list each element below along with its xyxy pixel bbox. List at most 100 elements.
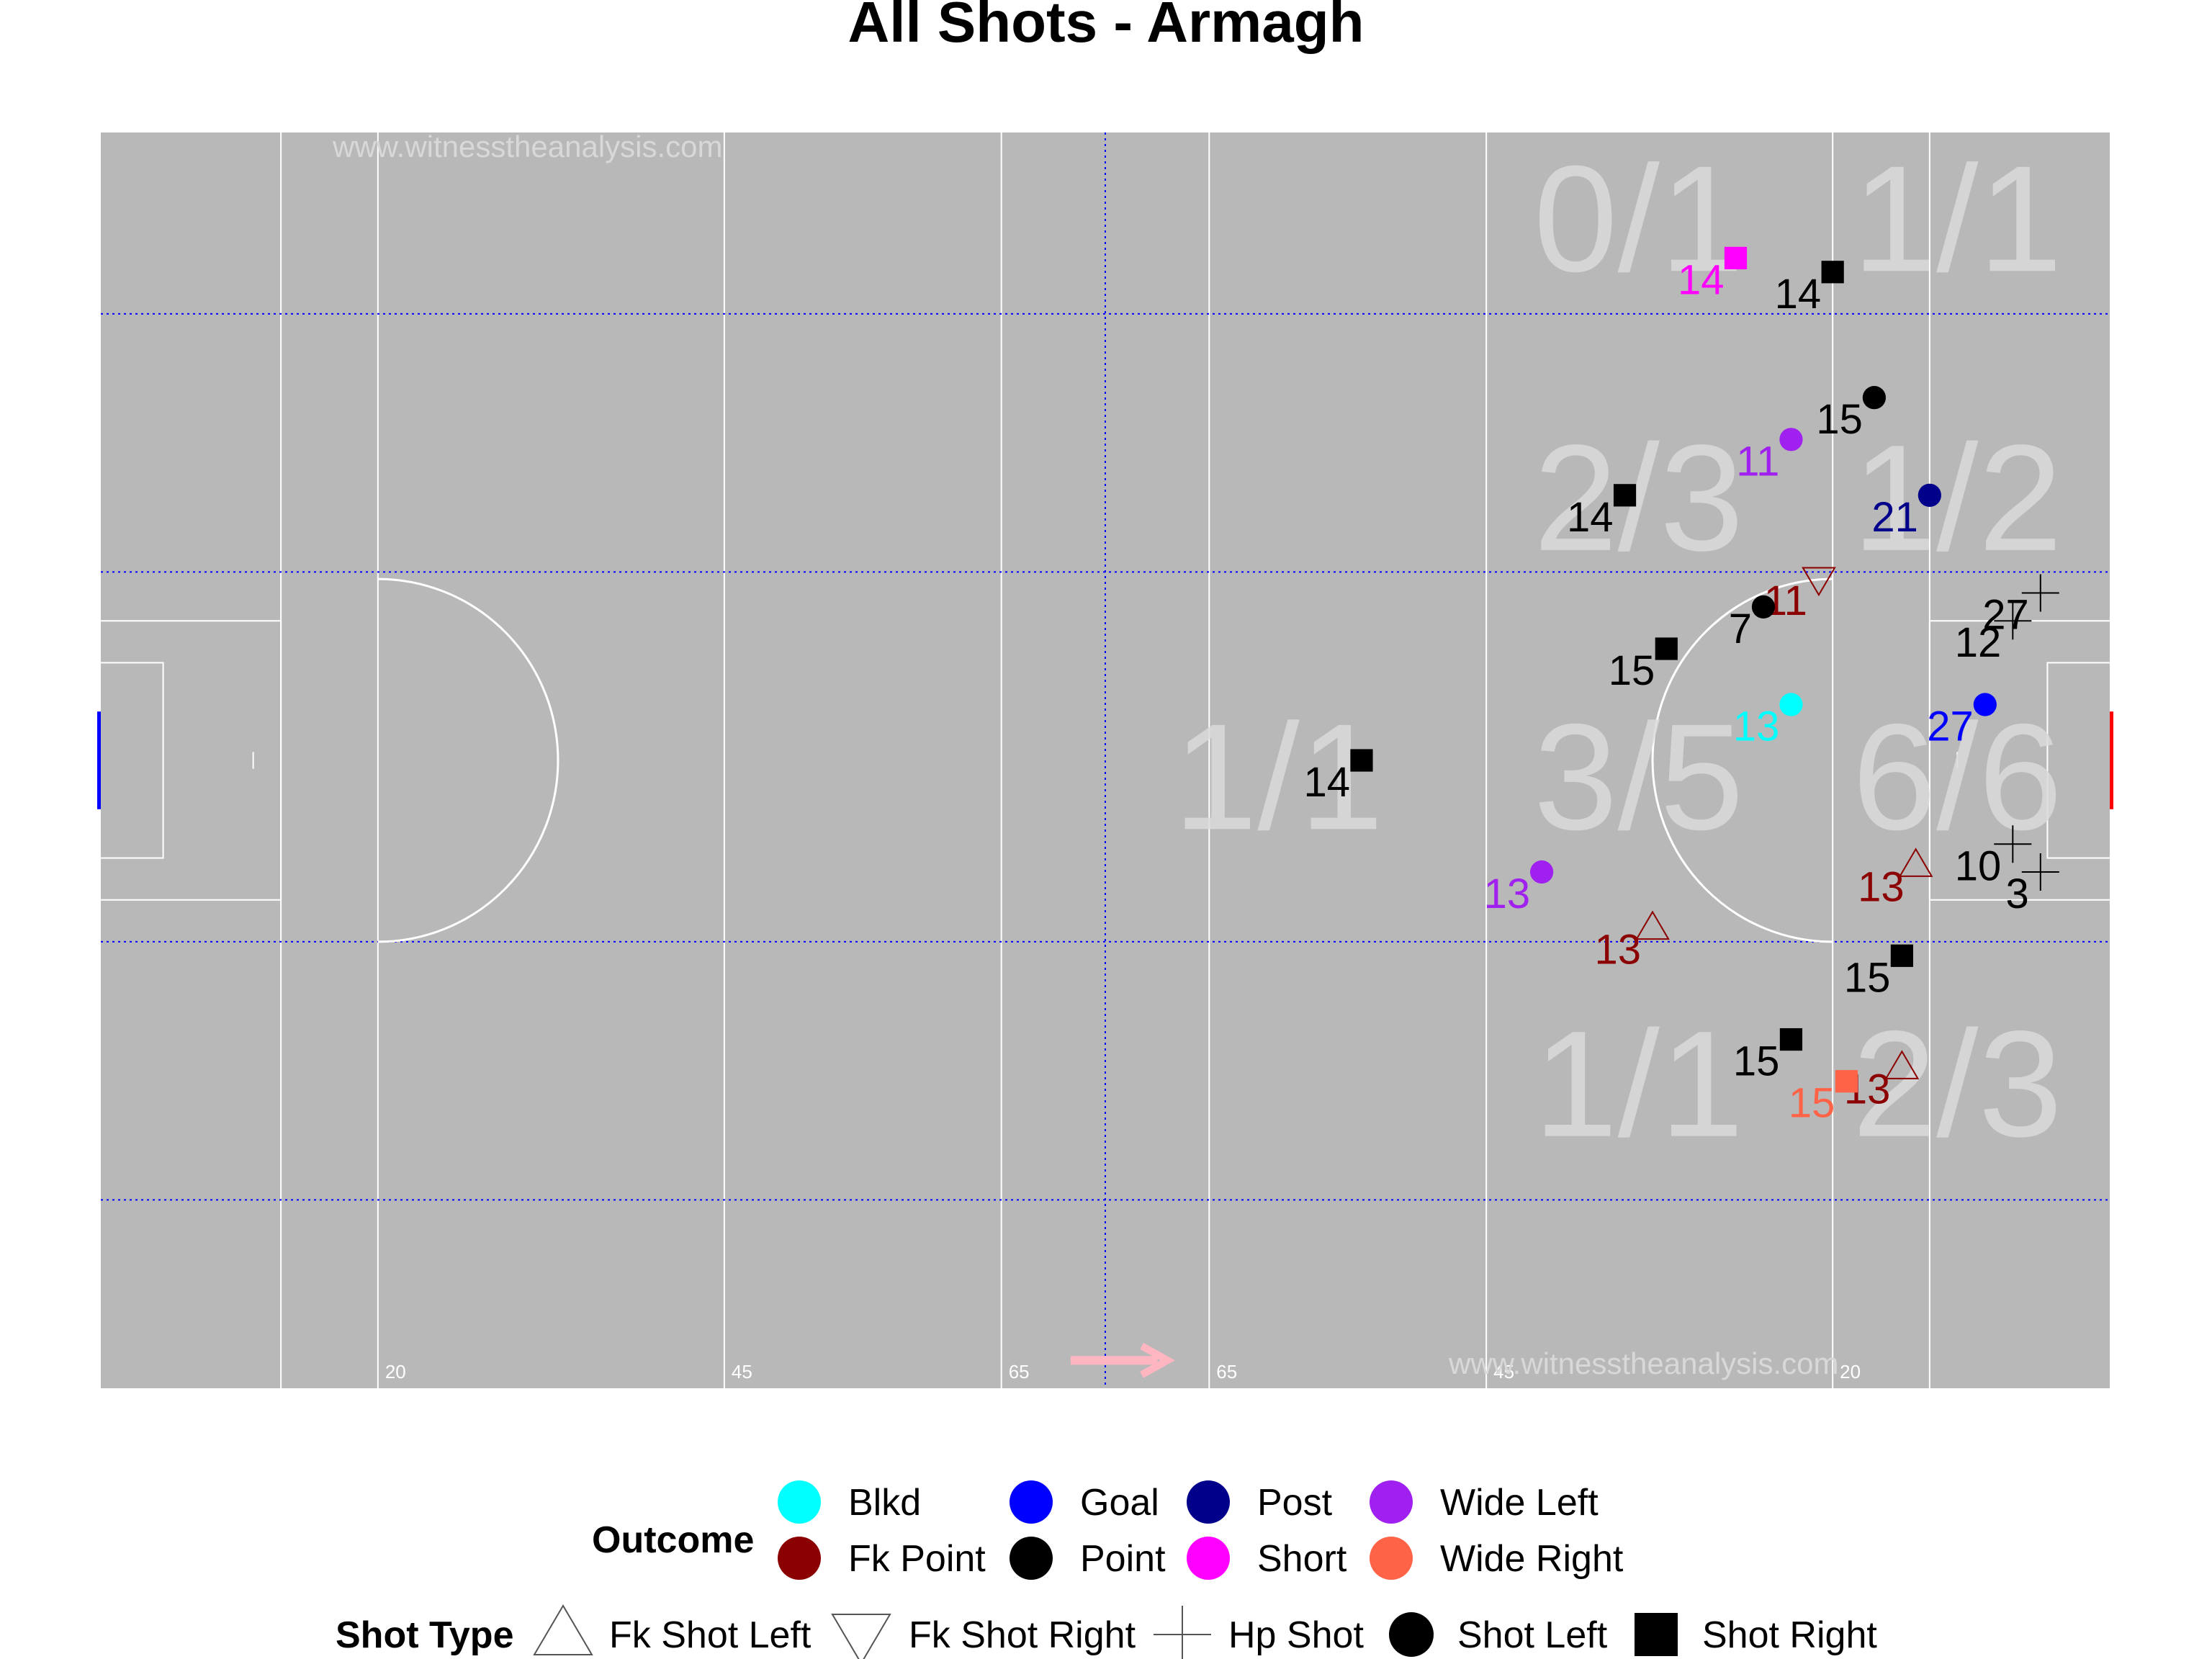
shot-label: 3	[2006, 871, 2029, 917]
shot-marker	[1994, 825, 2032, 863]
zone-label: 0/1	[1534, 134, 1744, 303]
legend-triangle-down	[831, 1614, 891, 1659]
shot-marker	[1898, 848, 1933, 877]
shot-label: 14	[1775, 271, 1822, 318]
legend-outcome-label: Wide Left	[1440, 1482, 1599, 1524]
distance-label: 45	[732, 1361, 752, 1382]
right-goal	[2110, 711, 2113, 809]
shot-marker	[2021, 574, 2059, 612]
shot-marker	[1917, 483, 1941, 507]
legend-shot-type-label: Shot Left	[1457, 1614, 1608, 1656]
shot-label: 15	[1816, 396, 1863, 443]
shot-label: 11	[1736, 438, 1779, 485]
zone-label: 3/5	[1534, 692, 1744, 861]
zone-label: 6/6	[1852, 692, 2062, 861]
zone-label: 1/1	[1534, 999, 1744, 1169]
legend-outcome-label: Goal	[1080, 1482, 1159, 1524]
legend-outcome-label: Short	[1257, 1538, 1347, 1580]
shot-label: 27	[1927, 703, 1974, 750]
legend-outcome-label: Wide Right	[1440, 1538, 1624, 1580]
zone-label: 1/1	[1852, 134, 2062, 303]
shot-marker	[1613, 484, 1637, 507]
shot-label: 27	[1982, 591, 2029, 638]
watermark-bottom: www.witnesstheanalysis.com	[1448, 1346, 1839, 1380]
zone-summary-labels: 0/1 1/1 2/3 1/2 1/1 3/5 6/6 1/1 2/3	[1174, 134, 2063, 1168]
shot-label: 7	[1729, 606, 1752, 652]
shot-marker	[1862, 386, 1887, 410]
legend-outcome-title: Outcome	[592, 1519, 754, 1561]
legend-outcome-swatch	[1187, 1480, 1230, 1524]
shot-label: 14	[1567, 494, 1614, 541]
left-goal	[97, 711, 101, 809]
right-arc	[1652, 577, 1833, 943]
shot-marker	[2021, 853, 2059, 891]
shot-marker	[1529, 860, 1554, 884]
legend-outcome-swatch	[1010, 1480, 1053, 1524]
shot-marker	[1779, 428, 1803, 451]
watermark-top: www.witnesstheanalysis.com	[332, 130, 723, 163]
shot-label: 13	[1733, 703, 1780, 750]
shot-label: 13	[1858, 863, 1905, 910]
shot-label: 13	[1484, 871, 1531, 917]
legend-shot-type-swatch	[533, 1604, 593, 1655]
legend-outcome-swatch	[1370, 1537, 1413, 1580]
shot-marker	[1835, 1070, 1858, 1093]
legend-outcome-label: Post	[1257, 1482, 1333, 1524]
legend-shot-type-label: Fk Shot Left	[609, 1614, 811, 1656]
legend-shot-type-label: Hp Shot	[1228, 1614, 1364, 1656]
legend-outcome-label: Blkd	[848, 1482, 921, 1524]
shot-marker	[1635, 910, 1670, 940]
shot-label: 10	[1955, 842, 2002, 889]
legend-shot-type-label: Fk Shot Right	[909, 1614, 1136, 1656]
zone-label: 1/1	[1174, 692, 1384, 861]
legend-outcome-swatch	[778, 1537, 821, 1580]
legend-outcome-swatch	[1187, 1537, 1230, 1580]
left-large-box	[101, 620, 282, 901]
legend: Outcome Blkd Fk Point Goal Point Post Short Wid…	[336, 1480, 1877, 1659]
legend-shot-type-swatch	[1635, 1613, 1678, 1656]
left-small-box	[101, 662, 164, 859]
shot-marker	[1890, 944, 1913, 967]
shot-marker	[1655, 637, 1678, 660]
attack-direction-arrowhead	[1140, 1342, 1175, 1378]
zone-label: 2/3	[1534, 413, 1744, 583]
distance-label: 20	[385, 1361, 406, 1382]
shot-marker	[1994, 602, 2032, 640]
shot-label: 13	[1595, 927, 1642, 974]
shot-marker	[1821, 261, 1844, 284]
legend-shot-type-swatch	[1154, 1606, 1211, 1659]
shot-label: 21	[1871, 494, 1918, 541]
left-arc	[377, 577, 559, 943]
pitch: 20 45 65 65 45 20	[97, 132, 2113, 1388]
right-small-box	[2046, 662, 2110, 859]
watermarks: www.witnesstheanalysis.com www.witnessth…	[332, 130, 1839, 1380]
legend-shot-type-swatch	[831, 1614, 891, 1659]
shot-marker	[1724, 246, 1748, 269]
shot-marker	[1779, 1028, 1803, 1051]
shot-marker	[1802, 567, 1836, 597]
shot-marker	[1779, 693, 1803, 716]
distance-label: 45	[1493, 1361, 1514, 1382]
shot-marker	[1884, 1050, 1920, 1079]
shot-label: 14	[1303, 759, 1350, 806]
shot-label: 14	[1678, 256, 1725, 303]
legend-outcome-label: Point	[1080, 1538, 1166, 1580]
legend-outcome-label: Fk Point	[848, 1538, 986, 1580]
distance-label: 20	[1840, 1361, 1861, 1382]
shot-label: 15	[1844, 954, 1891, 1001]
chart-title: All Shots - Armagh	[848, 0, 1364, 54]
distance-label: 65	[1216, 1361, 1237, 1382]
shot-label: 15	[1789, 1080, 1835, 1127]
distance-label: 65	[1009, 1361, 1030, 1382]
shot-label: 15	[1733, 1038, 1780, 1085]
zone-label: 1/2	[1852, 413, 2062, 583]
shot-label: 12	[1955, 619, 2002, 666]
legend-shot-type-label: Shot Right	[1702, 1614, 1877, 1656]
legend-outcome-swatch	[1010, 1537, 1053, 1580]
zone-label: 2/3	[1852, 999, 2062, 1169]
shot-marker	[1350, 749, 1373, 772]
legend-outcome-swatch	[1370, 1480, 1413, 1524]
shot-label: 15	[1609, 647, 1655, 694]
